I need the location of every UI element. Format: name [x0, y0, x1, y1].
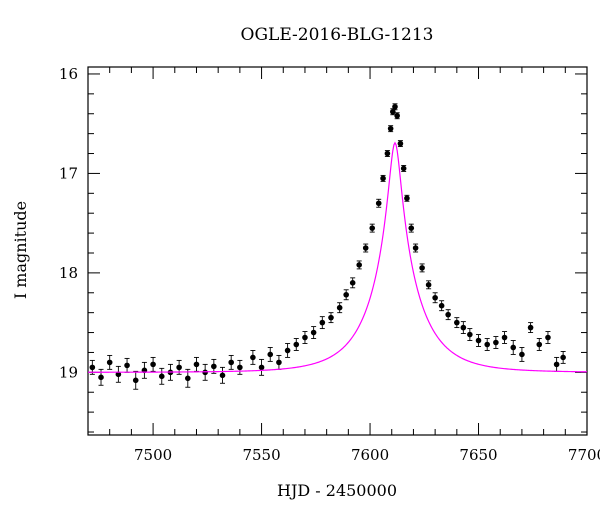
chart-title: OGLE-2016-BLG-1213 — [241, 25, 434, 45]
x-axis-label: HJD - 2450000 — [277, 481, 397, 500]
data-point — [284, 347, 291, 354]
data-point — [519, 351, 525, 358]
data-point — [219, 372, 226, 379]
data-point — [536, 341, 543, 348]
y-tick-label: 17 — [59, 164, 78, 182]
data-point — [356, 262, 362, 268]
data-point — [250, 354, 256, 361]
y-tick-label: 18 — [59, 264, 78, 282]
data-point — [343, 291, 349, 298]
data-point — [484, 341, 491, 348]
data-point — [400, 165, 407, 172]
data-point — [425, 282, 432, 288]
data-point — [438, 302, 445, 309]
data-point — [258, 364, 265, 371]
model-curve — [88, 141, 587, 373]
data-point — [158, 373, 165, 380]
data-point — [560, 354, 566, 361]
data-point — [237, 364, 243, 371]
data-point — [369, 225, 376, 231]
data-point — [176, 364, 182, 371]
data-point — [387, 125, 394, 132]
x-tick-label: 7500 — [134, 446, 172, 464]
data-point — [185, 375, 191, 382]
data-point — [394, 112, 400, 119]
data-point — [445, 311, 451, 318]
data-point — [460, 324, 467, 331]
data-point — [475, 337, 482, 344]
data-point — [336, 304, 343, 311]
x-tick-label: 7650 — [459, 446, 497, 464]
data-point — [267, 351, 274, 358]
data-point — [545, 334, 551, 341]
data-point — [228, 359, 234, 366]
data-point — [408, 225, 415, 231]
data-point — [501, 334, 508, 341]
data-point — [510, 344, 517, 351]
data-point — [454, 319, 460, 326]
data-point — [527, 324, 534, 331]
axis-ticks — [87, 67, 588, 435]
y-tick-label: 16 — [59, 65, 78, 83]
data-point — [106, 359, 113, 366]
data-point — [293, 341, 300, 348]
data-point — [124, 362, 130, 369]
y-tick-label: 19 — [59, 363, 78, 381]
data-point — [493, 339, 499, 346]
data-point — [412, 245, 419, 251]
data-point — [98, 374, 104, 381]
data-point — [310, 329, 317, 336]
data-point — [397, 140, 404, 147]
data-point — [384, 150, 391, 157]
data-point — [328, 314, 334, 321]
data-point — [380, 175, 386, 182]
data-point — [467, 331, 473, 338]
x-tick-label: 7600 — [351, 446, 389, 464]
data-point — [115, 371, 122, 378]
tick-labels: 7500 7550 7600 7650 7700 16 17 18 19 — [59, 65, 600, 464]
data-point — [193, 361, 200, 368]
data-point — [349, 280, 356, 286]
x-tick-label: 7550 — [242, 446, 280, 464]
data-point — [404, 195, 410, 202]
data-point — [362, 245, 369, 251]
plot-frame — [87, 66, 588, 436]
data-point — [553, 361, 560, 368]
x-tick-label: 7700 — [568, 446, 600, 464]
data-point — [132, 377, 139, 384]
data-point — [319, 319, 326, 326]
data-point — [89, 364, 96, 371]
data-points — [89, 103, 566, 390]
data-point — [211, 363, 217, 370]
data-point — [302, 334, 308, 341]
data-point — [390, 108, 396, 115]
data-point — [150, 361, 156, 368]
data-point — [392, 103, 398, 110]
y-axis-label: I magnitude — [11, 201, 30, 299]
data-point — [432, 294, 438, 301]
data-point — [276, 359, 282, 366]
data-point — [375, 200, 382, 207]
data-point — [419, 265, 425, 271]
